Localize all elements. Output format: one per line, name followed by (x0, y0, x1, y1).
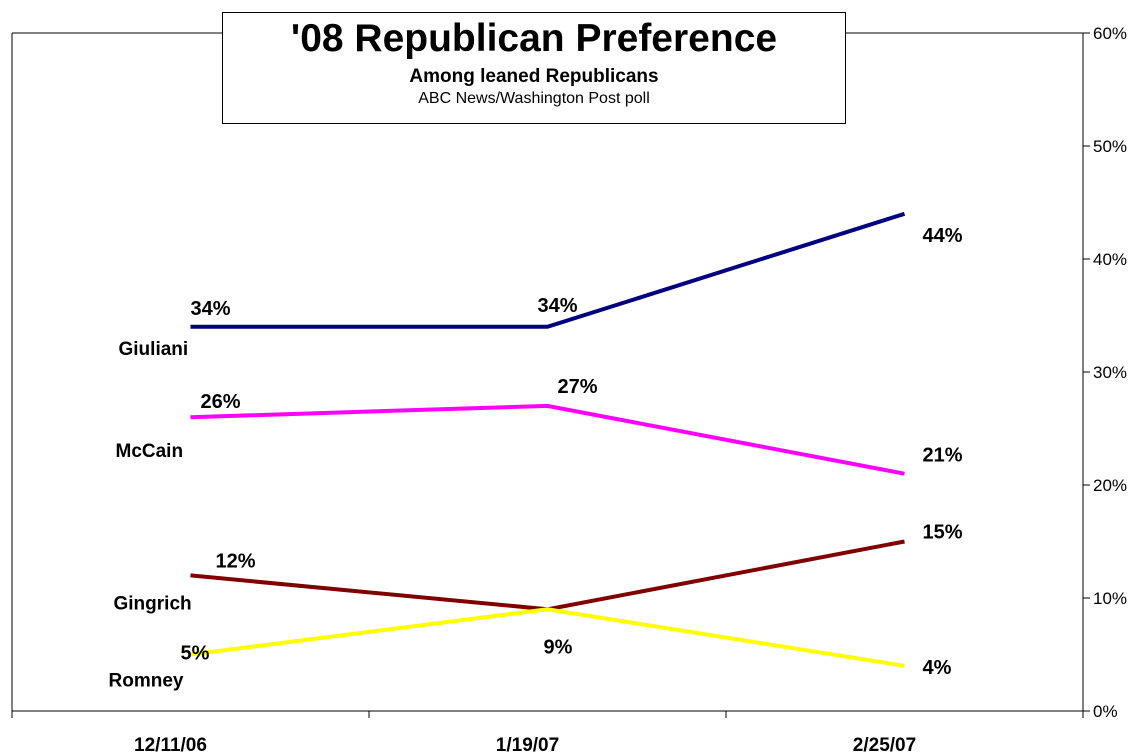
series-line-giuliani (190, 211, 906, 329)
series-line-mccain (190, 403, 905, 476)
data-labels: 34% 34% 44% Giuliani 26% 27% 21% McCain 12% 9% 15%… (109, 225, 963, 692)
chart-subtitle: Among leaned Republicans (409, 66, 659, 87)
series-name-label: Giuliani (119, 339, 189, 360)
y-tick-label: 30% (1093, 363, 1127, 382)
y-tick-label: 60% (1093, 24, 1127, 43)
x-tick-label: 2/25/07 (853, 735, 916, 755)
x-tick-label: 1/19/07 (496, 735, 559, 755)
series-name-label: Romney (109, 671, 184, 692)
data-label: 21% (923, 445, 963, 467)
series-line-romney (190, 607, 905, 668)
y-tick-label: 40% (1093, 250, 1127, 269)
series-name-label: McCain (116, 441, 184, 462)
data-label: 26% (201, 391, 241, 413)
data-label: 34% (191, 298, 231, 320)
y-tick-label: 0% (1093, 702, 1118, 721)
chart-title: '08 Republican Preference (290, 17, 778, 60)
data-label: 12% (216, 550, 256, 572)
y-tick-label: 50% (1093, 137, 1127, 156)
chart-source: ABC News/Washington Post poll (418, 90, 650, 107)
series-name-label: Gingrich (114, 593, 192, 614)
data-label: 27% (558, 376, 598, 398)
y-tick-label: 20% (1093, 476, 1127, 495)
series-lines (190, 211, 906, 668)
data-label: 4% (923, 657, 952, 679)
data-label: 5% (181, 643, 210, 665)
data-label: 9% (544, 636, 573, 658)
data-label: 15% (923, 522, 963, 544)
series-line-gingrich (190, 539, 905, 612)
x-tick-label: 12/11/06 (134, 735, 207, 755)
data-label: 44% (923, 225, 963, 247)
axes: 0% 10% 20% 30% 40% 50% 60% 12/11/06 1/19/07 2/25/… (11, 24, 1127, 755)
data-label: 34% (538, 295, 578, 317)
title-box: '08 Republican Preference Among leaned R… (222, 12, 846, 124)
y-tick-label: 10% (1093, 589, 1127, 608)
